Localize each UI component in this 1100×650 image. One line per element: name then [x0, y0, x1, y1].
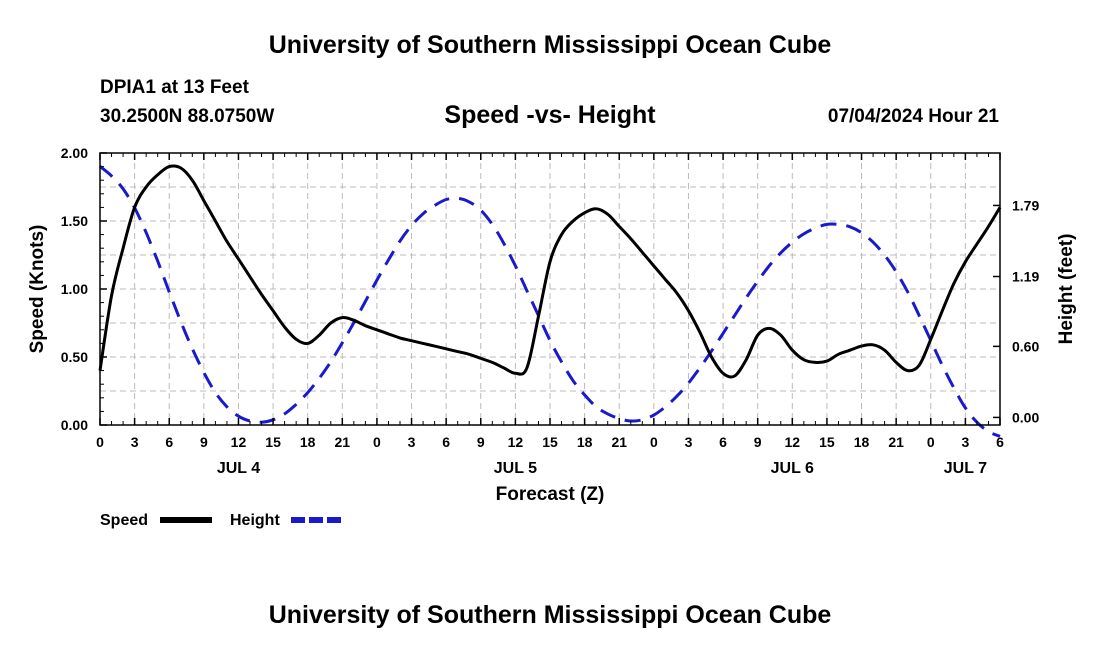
y2-axis-title: Height (feet): [1056, 234, 1077, 345]
x-tick-label: 9: [200, 434, 208, 450]
x-tick-label: 3: [961, 434, 969, 450]
day-label: JUL 6: [771, 460, 814, 477]
y2-tick-label: 0.60: [1012, 338, 1039, 354]
footer-title: University of Southern Mississippi Ocean…: [268, 601, 832, 629]
x-tick-label: 18: [854, 434, 870, 450]
x-tick-label: 9: [754, 434, 762, 450]
x-tick-label: 9: [477, 434, 485, 450]
x-tick-label: 0: [650, 434, 658, 450]
x-tick-label: 21: [335, 434, 351, 450]
y-axis-title: Speed (Knots): [27, 225, 48, 354]
day-label: JUL 7: [944, 460, 987, 477]
x-tick-label: 6: [719, 434, 727, 450]
station-coordinates: 30.2500N 88.0750W: [100, 106, 275, 127]
x-tick-label: 6: [165, 434, 173, 450]
x-tick-label: 15: [265, 434, 281, 450]
y2-tick-label: 1.79: [1012, 197, 1039, 213]
x-tick-label: 12: [508, 434, 524, 450]
x-tick-label: 0: [96, 434, 104, 450]
y-tick-label: 1.00: [61, 281, 88, 297]
x-tick-label: 12: [785, 434, 801, 450]
legend-label-speed: Speed: [100, 512, 148, 529]
x-tick-label: 18: [577, 434, 593, 450]
x-tick-label: 15: [542, 434, 558, 450]
y-tick-label: 0.50: [61, 349, 88, 365]
x-tick-label: 3: [685, 434, 693, 450]
station-name: DPIA1 at 13 Feet: [100, 77, 249, 98]
day-label: JUL 5: [494, 460, 537, 477]
x-tick-label: 21: [888, 434, 904, 450]
x-tick-label: 21: [611, 434, 627, 450]
x-tick-label: 12: [231, 434, 247, 450]
x-tick-label: 6: [996, 434, 1004, 450]
y-tick-label: 2.00: [61, 145, 88, 161]
series-layer: [98, 164, 1002, 438]
chart-subtitle: Speed -vs- Height: [444, 101, 656, 129]
axes-layer: 0 3 6 9 12 15 18 21 0 3 6 9 12 15 18 21 0 3 6 9 12 15 18 21 0 3 60…: [61, 145, 1040, 477]
x-tick-label: 0: [927, 434, 935, 450]
x-tick-label: 3: [408, 434, 416, 450]
series-line-height: [99, 165, 1001, 438]
x-axis-title: Forecast (Z): [496, 484, 605, 505]
y-tick-label: 0.00: [61, 417, 88, 433]
day-label: JUL 4: [217, 460, 260, 477]
y2-tick-label: 0.00: [1012, 409, 1039, 425]
x-tick-label: 15: [819, 434, 835, 450]
forecast-datetime: 07/04/2024 Hour 21: [827, 106, 999, 127]
x-tick-label: 6: [442, 434, 450, 450]
y2-tick-label: 1.19: [1012, 269, 1039, 285]
y-tick-label: 1.50: [61, 213, 88, 229]
x-tick-label: 3: [131, 434, 139, 450]
series-line-speed: [98, 164, 1002, 379]
grid-layer: [100, 153, 1000, 425]
legend: Speed Height: [100, 512, 343, 529]
legend-label-height: Height: [230, 512, 280, 529]
x-tick-label: 18: [300, 434, 316, 450]
x-tick-label: 0: [373, 434, 381, 450]
main-title: University of Southern Mississippi Ocean…: [268, 31, 832, 59]
